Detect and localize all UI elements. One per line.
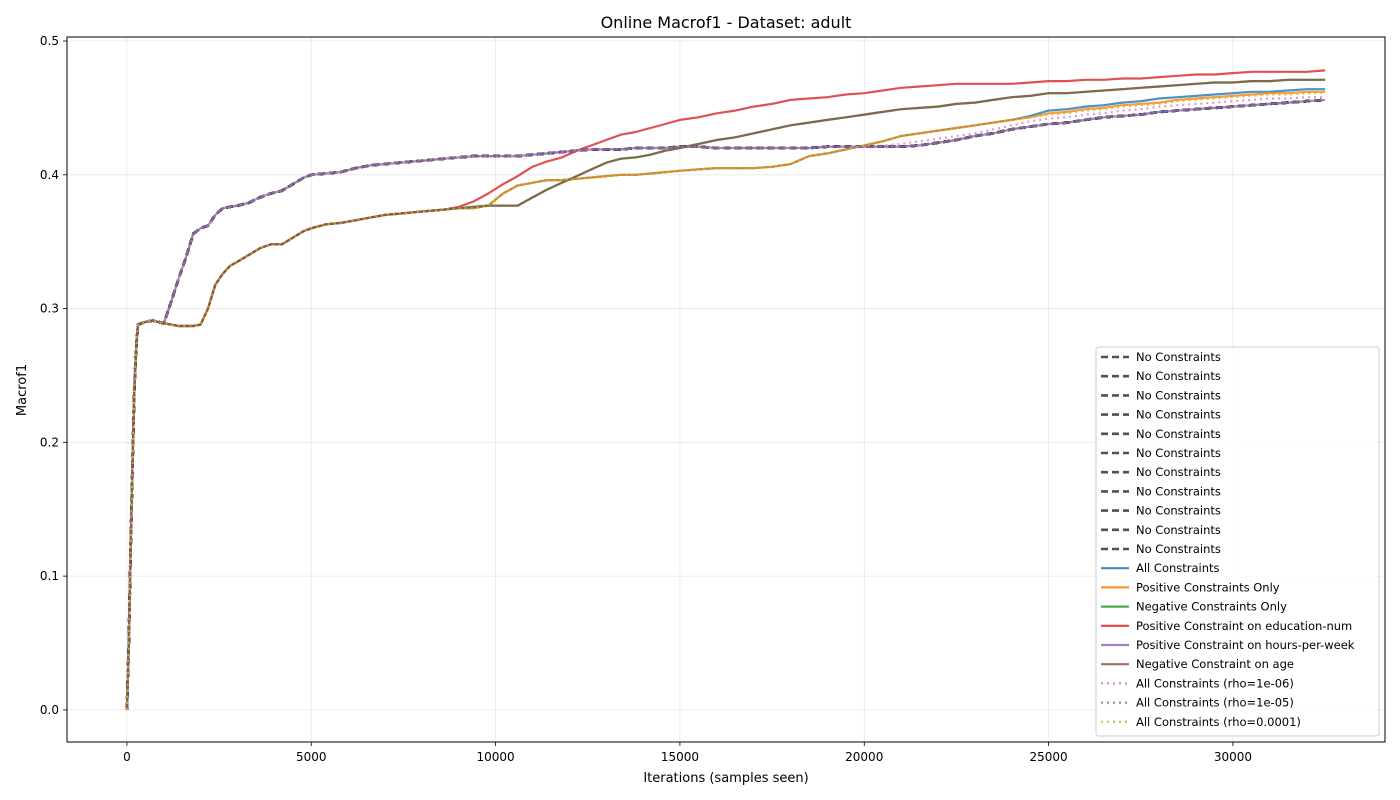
- legend: No Constraints No Constraints No Constrain…: [1095, 346, 1380, 737]
- y-tick-label: 0.0: [40, 703, 59, 717]
- y-tick-label: 0.3: [40, 302, 59, 316]
- x-axis-ticks: 0 5000 10000 15000 20000 25000 30000: [123, 742, 1252, 764]
- y-tick-label: 0.1: [40, 569, 59, 583]
- x-tick-label: 20000: [845, 750, 883, 764]
- y-tick-label: 0.2: [40, 435, 59, 449]
- chart-title: Online Macrof1 - Dataset: adult: [601, 13, 852, 32]
- x-tick-label: 0: [123, 750, 131, 764]
- legend-label: Positive Constraints Only: [1136, 580, 1280, 594]
- series-line: [125, 98, 1326, 710]
- legend-label: No Constraints: [1136, 388, 1221, 402]
- legend-label: Positive Constraint on hours-per-week: [1136, 638, 1355, 652]
- legend-box: [1095, 346, 1380, 737]
- x-tick-label: 5000: [296, 750, 327, 764]
- legend-label: Negative Constraints Only: [1136, 600, 1287, 614]
- legend-label: All Constraints (rho=0.0001): [1136, 715, 1301, 729]
- legend-label: No Constraints: [1136, 542, 1221, 556]
- legend-label: No Constraints: [1136, 465, 1221, 479]
- x-tick-label: 25000: [1029, 750, 1067, 764]
- legend-entries: No Constraints No Constraints No Constrain…: [1101, 350, 1355, 729]
- legend-label: No Constraints: [1136, 369, 1221, 383]
- legend-label: No Constraints: [1136, 408, 1221, 422]
- legend-label: No Constraints: [1136, 446, 1221, 460]
- legend-label: No Constraints: [1136, 427, 1221, 441]
- legend-label: No Constraints: [1136, 484, 1221, 498]
- legend-label: All Constraints (rho=1e-06): [1136, 676, 1294, 690]
- legend-label: No Constraints: [1136, 350, 1221, 364]
- y-tick-label: 0.4: [40, 168, 59, 182]
- plot-frame: [66, 36, 1386, 743]
- legend-label: No Constraints: [1136, 523, 1221, 537]
- x-tick-label: 30000: [1214, 750, 1252, 764]
- legend-label: Positive Constraint on education-num: [1136, 619, 1352, 633]
- legend-label: All Constraints (rho=1e-05): [1136, 696, 1294, 710]
- plot-lines: [125, 69, 1326, 710]
- x-tick-label: 10000: [476, 750, 514, 764]
- y-axis-ticks: 0.0 0.1 0.2 0.3 0.4 0.5: [40, 34, 67, 717]
- y-axis-label: Macrof1: [15, 364, 30, 416]
- x-axis-label: Iterations (samples seen): [643, 771, 808, 786]
- y-tick-label: 0.5: [40, 34, 59, 48]
- x-tick-label: 15000: [661, 750, 699, 764]
- legend-label: No Constraints: [1136, 504, 1221, 518]
- series-line: [125, 78, 1326, 710]
- legend-label: Negative Constraint on age: [1136, 657, 1294, 671]
- legend-label: All Constraints: [1136, 561, 1220, 575]
